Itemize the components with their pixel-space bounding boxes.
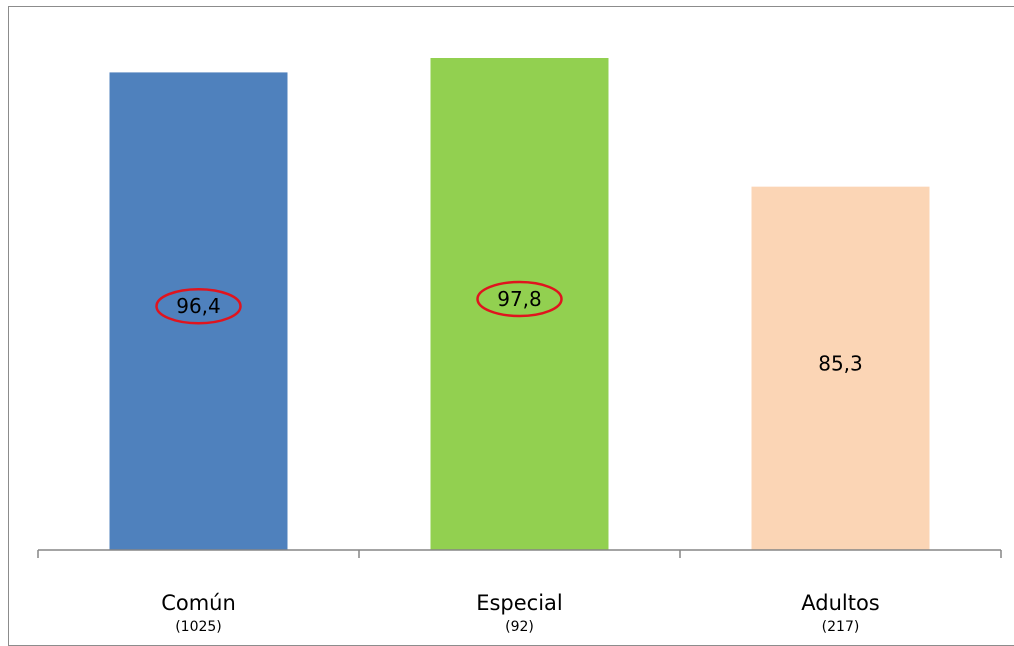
category-count-adultos: (217) xyxy=(822,619,860,635)
value-label-adultos: 85,3 xyxy=(818,351,863,375)
category-count-comun: (1025) xyxy=(175,619,222,635)
bar-comun xyxy=(109,72,288,551)
category-label-comun: Común xyxy=(161,591,236,615)
bar-adultos xyxy=(751,186,930,551)
bar-especial xyxy=(430,58,609,550)
category-label-especial: Especial xyxy=(476,591,563,615)
labels-group: 96,4 Común (1025) 97,8 Especial (92) 85,3 Adult… xyxy=(155,280,880,635)
value-label-especial: 97,8 xyxy=(497,287,542,311)
bars-group xyxy=(109,58,930,551)
highlight-ellipse-especial xyxy=(476,280,563,318)
highlight-ellipse-comun xyxy=(155,287,242,325)
x-axis xyxy=(37,549,1002,558)
value-label-comun: 96,4 xyxy=(176,294,221,318)
category-label-adultos: Adultos xyxy=(801,591,880,615)
category-count-especial: (92) xyxy=(505,619,534,635)
